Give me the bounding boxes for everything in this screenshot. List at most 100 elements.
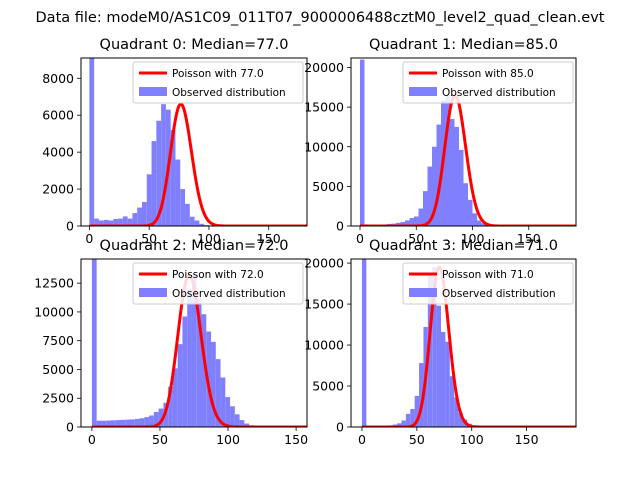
histogram-bar (122, 216, 128, 226)
histogram-bar (361, 259, 367, 427)
axes-frame (80, 57, 308, 227)
x-tick-label: 50 (141, 231, 157, 246)
histogram-bar (170, 130, 176, 226)
histogram-bar (161, 104, 166, 226)
histogram-bar (472, 213, 477, 226)
histogram-bar (146, 174, 152, 226)
histogram-bar (220, 377, 226, 427)
x-tick-label: 50 (152, 432, 168, 447)
legend-poisson-label: Poisson with 77.0 (172, 68, 264, 80)
histogram-bar (360, 59, 365, 226)
x-tick-label: 0 (358, 432, 366, 447)
x-tick-label: 100 (216, 432, 240, 447)
histogram-bar (196, 298, 202, 427)
histogram-bar (96, 420, 102, 427)
histogram-bar (185, 203, 190, 226)
legend-box (402, 262, 574, 305)
y-tick-label: 0 (336, 219, 344, 234)
y-tick-label: 12500 (34, 276, 74, 291)
panel-quadrant-3: 0 50 100 150 0 5000 10000 15000 20000 Poisson wit… (304, 238, 577, 447)
histogram-bar (180, 189, 186, 226)
y-tick-label: 8000 (42, 71, 74, 86)
legend-box (132, 61, 304, 104)
y-tick-label: 10000 (304, 139, 344, 154)
histogram-bar (194, 220, 200, 226)
histogram-bar (187, 288, 192, 427)
y-tick-label: 6000 (42, 108, 74, 123)
histogram-bar (441, 331, 446, 427)
histogram-bar (177, 344, 183, 427)
plot-area (361, 259, 576, 427)
histogram-bar (91, 259, 97, 427)
panels: 0 50 100 150 0 2000 4000 6000 8000 Poisson with 7… (34, 37, 577, 447)
x-tick-label: 0 (85, 231, 93, 246)
histogram-bar (454, 126, 459, 226)
histogram-bar (127, 218, 133, 226)
panel-quadrant-2: 0 50 100 150 0 2500 5000 7500 10000 12500 Poisson … (34, 238, 308, 447)
poisson-curve (359, 93, 576, 226)
y-tick-label: 7500 (42, 333, 74, 348)
legend-box (402, 61, 574, 104)
histogram-bar (108, 220, 114, 226)
panel-title: Quadrant 0: Median=77.0 (100, 37, 289, 53)
histogram-bar (144, 417, 150, 427)
legend-poisson-label: Poisson with 85.0 (442, 68, 534, 80)
histogram-bar (132, 213, 138, 226)
panel-title: Quadrant 1: Median=85.0 (369, 37, 558, 53)
plot-area (89, 58, 307, 226)
histogram-bar (230, 406, 235, 427)
histogram-bar (98, 220, 104, 226)
legend-box (132, 262, 304, 305)
histogram-bar (468, 199, 473, 226)
histogram-bar (130, 419, 135, 427)
histogram-bar (149, 415, 154, 427)
y-tick-label: 2500 (42, 391, 74, 406)
legend: Poisson with 71.0 Observed distribution (402, 262, 574, 305)
legend: Poisson with 85.0 Observed distribution (402, 61, 574, 104)
histogram-bar (401, 420, 406, 427)
histogram-bar (153, 412, 159, 427)
y-tick-label: 0 (66, 420, 74, 435)
histogram-bar (225, 397, 231, 427)
legend-observed-swatch (139, 288, 167, 297)
y-tick-label: 20000 (304, 60, 344, 75)
legend-poisson-label: Poisson with 72.0 (172, 269, 264, 281)
histogram-bar (182, 316, 188, 427)
x-tick-label: 50 (409, 432, 425, 447)
legend-observed-swatch (139, 87, 167, 96)
histogram-bar (481, 223, 486, 226)
legend-poisson-label: Poisson with 71.0 (442, 269, 534, 281)
histogram-bar (211, 341, 216, 427)
x-tick-label: 50 (408, 231, 424, 246)
y-tick-label: 10000 (34, 304, 74, 319)
y-tick-label: 10000 (304, 338, 344, 353)
legend-observed-swatch (409, 87, 437, 96)
histogram-bar (396, 222, 401, 226)
histogram-bar (201, 314, 207, 427)
histogram-bar (445, 341, 450, 427)
panel-title: Quadrant 3: Median=71.0 (369, 238, 558, 254)
histogram-bar (423, 191, 428, 226)
histogram-bar (445, 95, 450, 226)
plot-area (359, 59, 576, 226)
histogram-bar (405, 413, 411, 427)
panel-quadrant-1: 0 50 100 150 0 5000 10000 15000 20000 Poisson wit… (304, 37, 577, 246)
panel-title: Quadrant 2: Median=72.0 (100, 238, 289, 254)
y-tick-label: 4000 (42, 145, 74, 160)
histogram-bar (410, 408, 415, 427)
histogram-bar (103, 219, 109, 226)
y-tick-label: 5000 (312, 379, 344, 394)
histogram-bar (215, 359, 221, 427)
histogram-bar (101, 420, 107, 427)
histogram-bar (405, 220, 410, 226)
histogram-bar (189, 216, 195, 226)
histogram-bar (414, 395, 420, 427)
x-tick-label: 0 (88, 432, 96, 447)
histogram-bar (419, 363, 424, 427)
y-tick-label: 20000 (304, 256, 344, 271)
histogram-bar (449, 376, 455, 427)
histogram-bar (418, 208, 423, 226)
y-tick-label: 2000 (42, 182, 74, 197)
legend-observed-label: Observed distribution (442, 288, 556, 300)
